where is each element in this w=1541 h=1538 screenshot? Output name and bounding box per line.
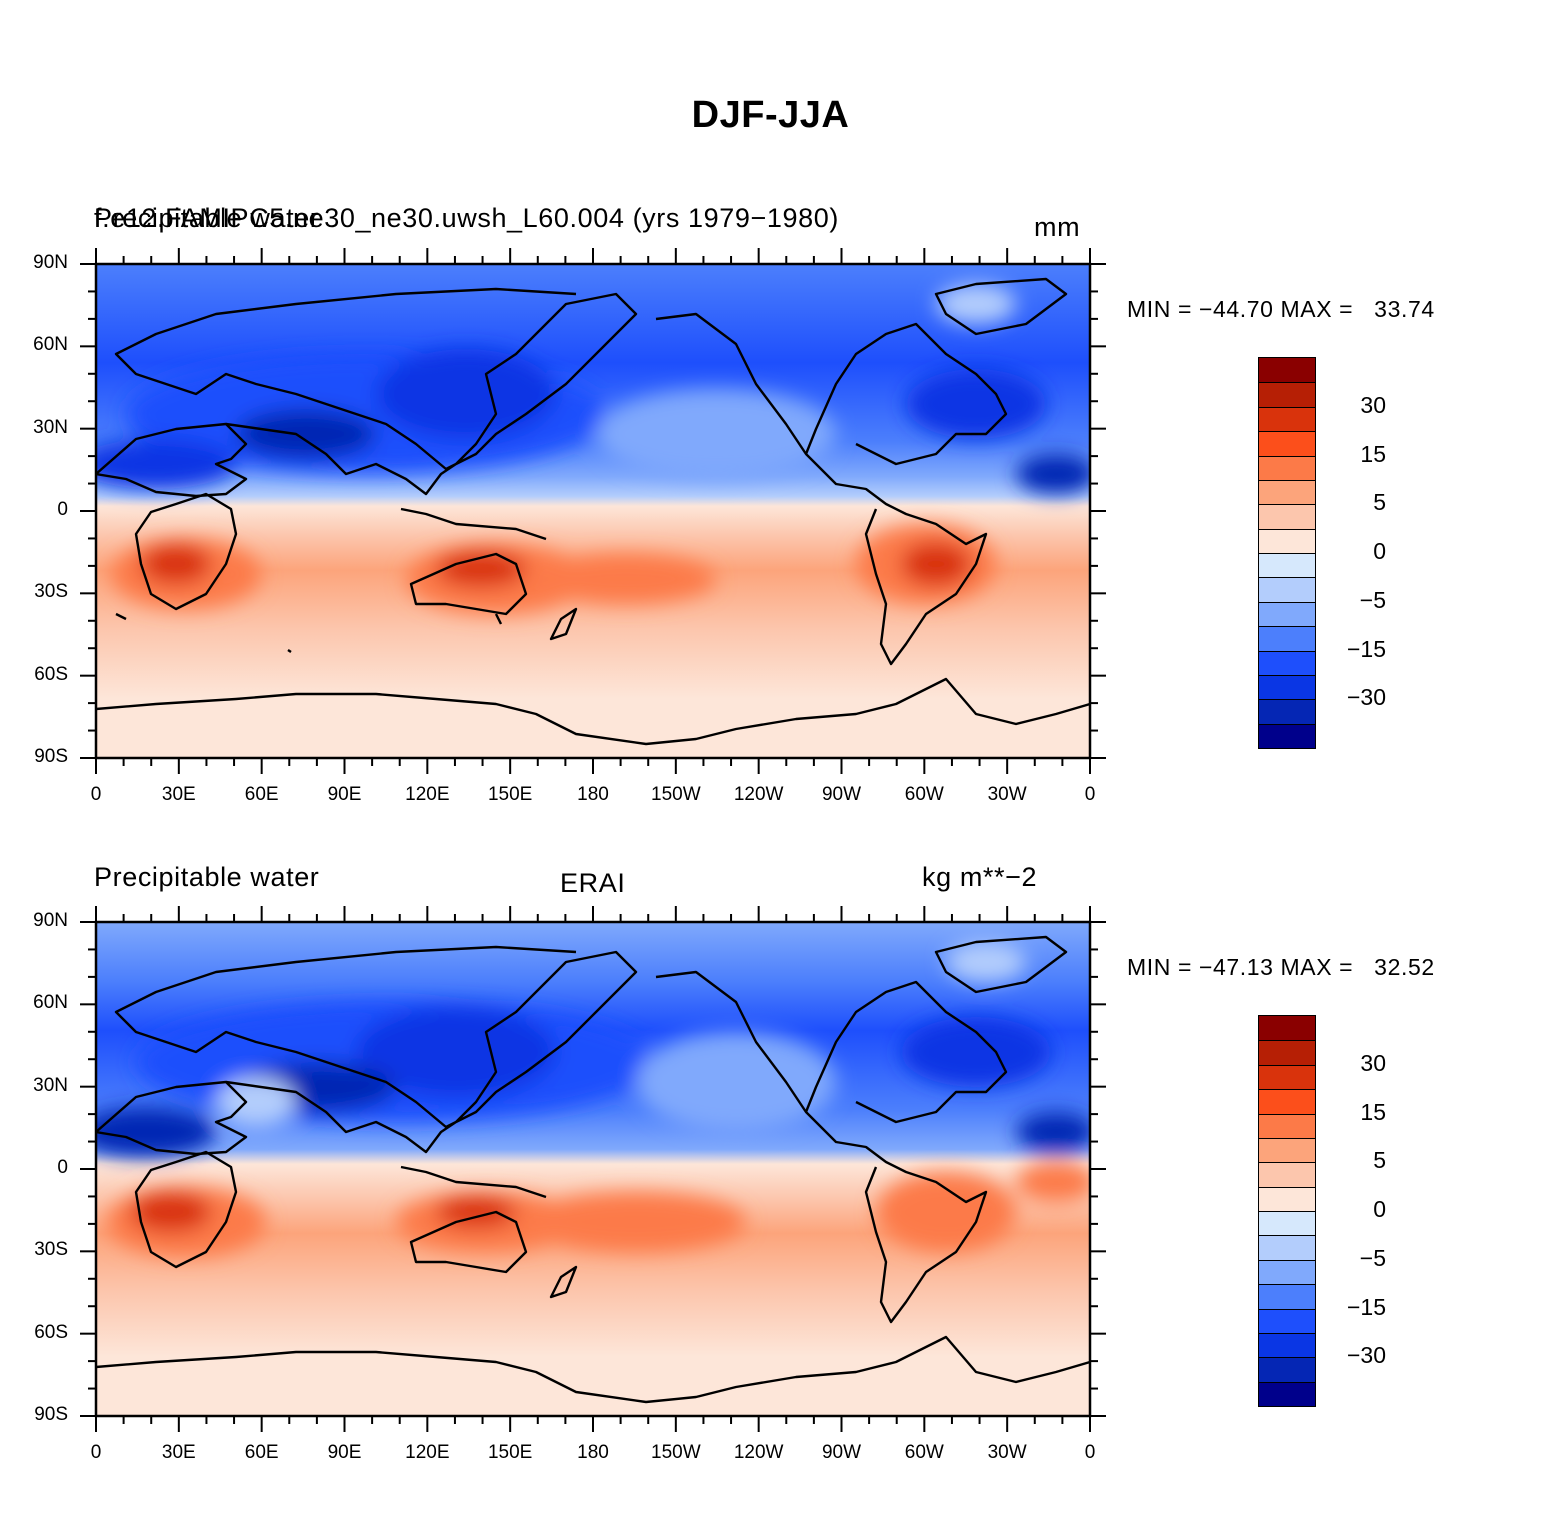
lat-tick-label: 0 xyxy=(57,499,68,520)
colorbar-swatch xyxy=(1259,358,1315,383)
colorbar-swatch xyxy=(1259,1064,1315,1090)
lon-tick-label: 120E xyxy=(405,1442,450,1463)
lat-tick-label: 90S xyxy=(34,746,68,767)
panel-center-title: ERAI xyxy=(560,868,626,898)
lat-tick-label: 60N xyxy=(33,992,68,1014)
lon-tick-label: 120E xyxy=(405,784,450,805)
colorbar-label: −15 xyxy=(1346,635,1386,662)
colorbar-label: 15 xyxy=(1360,1098,1386,1125)
colorbar-swatch xyxy=(1259,1016,1315,1041)
colorbar-swatch xyxy=(1259,1259,1315,1285)
lon-tick-label: 90E xyxy=(327,784,362,805)
lon-tick-label: 120W xyxy=(733,1442,784,1463)
colorbar-swatch xyxy=(1259,406,1315,432)
colorbar-label: 5 xyxy=(1373,489,1386,516)
precipitable-water-map xyxy=(96,922,1090,1416)
colorbar-label: −30 xyxy=(1346,684,1386,711)
figure-title: DJF-JJA xyxy=(691,94,850,136)
colorbar-label: −5 xyxy=(1359,586,1386,613)
colorbar-swatch xyxy=(1259,504,1315,529)
colorbar-swatch xyxy=(1259,699,1315,724)
colorbar-swatch xyxy=(1259,1235,1315,1260)
colorbar-swatch xyxy=(1259,601,1315,627)
colorbar-swatch xyxy=(1259,1357,1315,1382)
colorbar-label: 30 xyxy=(1360,1049,1386,1076)
min-max-readout: MIN = −47.13 MAX = 32.52 xyxy=(1127,954,1435,980)
lat-tick-label: 60S xyxy=(34,1321,68,1343)
colorbar-swatch xyxy=(1259,1162,1315,1187)
lon-tick-label: 90W xyxy=(821,1442,862,1463)
colorbar-swatch xyxy=(1259,1186,1315,1211)
panel-left-title: Precipitable water xyxy=(94,862,320,892)
colorbar-label: −15 xyxy=(1346,1293,1386,1320)
lon-tick-label: 30W xyxy=(987,1442,1027,1463)
colorbar xyxy=(1258,1015,1316,1407)
lat-tick-label: 90N xyxy=(33,252,68,273)
colorbar-swatch xyxy=(1259,431,1315,456)
colorbar-swatch xyxy=(1259,577,1315,602)
colorbar-swatch xyxy=(1259,1308,1315,1333)
lon-tick-label: 30E xyxy=(161,784,196,805)
colorbar-label: 0 xyxy=(1373,1196,1386,1222)
colorbar-swatch xyxy=(1259,1040,1315,1065)
lon-tick-label: 0 xyxy=(1084,784,1096,805)
lat-tick-label: 60N xyxy=(33,334,68,356)
lat-tick-label: 30N xyxy=(33,416,68,438)
lon-tick-label: 150W xyxy=(651,1442,701,1463)
colorbar-swatch xyxy=(1259,1113,1315,1138)
colorbar-swatch xyxy=(1259,382,1315,407)
colorbar-label: 0 xyxy=(1373,538,1386,564)
colorbar-swatch xyxy=(1259,1211,1315,1236)
colorbar-label: 15 xyxy=(1360,440,1386,467)
lon-tick-label: 60E xyxy=(244,784,279,805)
colorbar-label: −5 xyxy=(1359,1244,1386,1271)
min-max-readout: MIN = −44.70 MAX = 33.74 xyxy=(1127,296,1435,322)
lat-tick-label: 90S xyxy=(34,1404,68,1425)
colorbar-swatch xyxy=(1259,1137,1315,1163)
lon-tick-label: 90E xyxy=(327,1442,362,1463)
colorbar-swatch xyxy=(1259,1089,1315,1114)
colorbar-swatch xyxy=(1259,1381,1315,1406)
colorbar-label: 5 xyxy=(1373,1147,1386,1174)
lat-tick-label: 60S xyxy=(34,663,68,685)
lon-tick-label: 90W xyxy=(821,784,862,805)
precipitable-water-map xyxy=(96,264,1090,758)
lon-tick-label: 60E xyxy=(244,1442,279,1463)
colorbar-label: 30 xyxy=(1360,391,1386,418)
colorbar-swatch xyxy=(1259,650,1315,675)
lon-tick-label: 0 xyxy=(90,1442,102,1463)
lon-tick-label: 180 xyxy=(577,784,609,805)
lon-tick-label: 120W xyxy=(733,784,784,805)
panel-units: kg m**−2 xyxy=(922,862,1038,892)
colorbar-swatch xyxy=(1259,528,1315,553)
colorbar-swatch xyxy=(1259,479,1315,505)
colorbar xyxy=(1258,357,1316,749)
lat-tick-label: 30S xyxy=(34,581,68,603)
panel-center-title: f.e12.FAMIPC5.ne30_ne30.uwsh_L60.004 (yr… xyxy=(94,203,839,233)
lat-tick-label: 30N xyxy=(33,1074,68,1096)
colorbar-swatch xyxy=(1259,553,1315,578)
lon-tick-label: 30W xyxy=(987,784,1027,805)
lat-tick-label: 0 xyxy=(57,1157,68,1178)
colorbar-swatch xyxy=(1259,1332,1315,1358)
colorbar-swatch xyxy=(1259,723,1315,748)
colorbar-swatch xyxy=(1259,626,1315,651)
lon-tick-label: 60W xyxy=(904,1442,944,1463)
colorbar-swatch xyxy=(1259,1284,1315,1309)
lat-tick-label: 90N xyxy=(33,910,68,931)
lon-tick-label: 30E xyxy=(161,1442,196,1463)
colorbar-swatch xyxy=(1259,455,1315,480)
lat-tick-label: 30S xyxy=(34,1239,68,1261)
colorbar-swatch xyxy=(1259,674,1315,700)
lon-tick-label: 150E xyxy=(487,784,533,805)
lon-tick-label: 150W xyxy=(651,784,701,805)
lon-tick-label: 60W xyxy=(904,784,944,805)
lon-tick-label: 150E xyxy=(487,1442,533,1463)
panel-units: mm xyxy=(1034,212,1081,242)
lon-tick-label: 0 xyxy=(90,784,102,805)
lon-tick-label: 0 xyxy=(1084,1442,1096,1463)
panel-left-title: Precipitable water xyxy=(94,203,320,233)
lon-tick-label: 180 xyxy=(577,1442,609,1463)
colorbar-label: −30 xyxy=(1346,1342,1386,1369)
